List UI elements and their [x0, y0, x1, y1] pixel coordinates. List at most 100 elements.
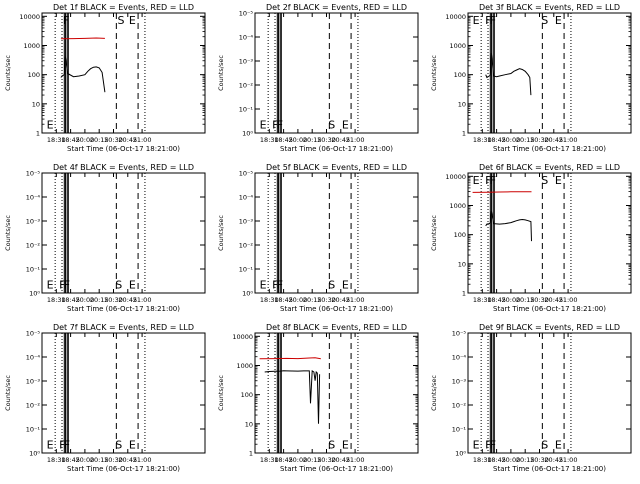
x-tick-label: 20:00: [76, 456, 95, 464]
y-axis-label: Counts/sec: [4, 215, 12, 251]
x-tick-label: 18:30: [473, 456, 492, 464]
event-marker-label: S: [328, 119, 335, 132]
series-line-lld: [259, 357, 321, 360]
x-tick-label: 18:45: [61, 456, 80, 464]
panel-title: Det 4f BLACK = Events, RED = LLD: [53, 163, 194, 172]
event-marker-label: E: [129, 279, 136, 292]
x-tick-label: 20:00: [502, 456, 521, 464]
x-tick-label: 18:30: [260, 456, 279, 464]
y-tick-label: 10⁻²: [239, 242, 254, 250]
x-tick-label: 18:45: [274, 296, 293, 304]
event-marker-label: F: [59, 279, 65, 292]
y-tick-label: 1000: [449, 202, 466, 210]
detector-panel-8: Det 8f BLACK = Events, RED = LLD Counts/s…: [217, 323, 419, 473]
y-tick-label: 10⁻⁵: [239, 170, 254, 178]
event-marker-label: S: [328, 279, 335, 292]
x-tick-label: 20:00: [502, 136, 521, 144]
x-tick-label: 20:00: [76, 136, 95, 144]
x-tick-label: 18:45: [61, 296, 80, 304]
event-marker-label: F: [485, 174, 491, 187]
event-marker-label: E: [47, 119, 54, 132]
y-tick-label: 10: [458, 100, 466, 108]
y-tick-label: 1: [462, 130, 466, 138]
series-line-lld: [60, 37, 105, 40]
x-tick-label: 18:30: [47, 456, 66, 464]
y-axis-label: Counts/sec: [217, 55, 225, 91]
plot-frame: [467, 332, 632, 454]
x-tick-label: 18:45: [487, 136, 506, 144]
x-tick-label: 21:00: [133, 296, 152, 304]
x-tick-label: 20:00: [502, 296, 521, 304]
plot-frame: [41, 172, 206, 294]
event-marker-label: E: [555, 174, 562, 187]
x-tick-label: 20:15: [516, 456, 535, 464]
event-marker-label: S: [541, 439, 548, 452]
x-axis-label: Start Time (06-Oct-17 18:21:00): [493, 465, 606, 473]
x-tick-label: 18:45: [487, 456, 506, 464]
y-tick-label: 10⁻²: [452, 402, 467, 410]
plot-frame: [467, 12, 632, 134]
x-tick-label: 20:15: [516, 296, 535, 304]
x-tick-label: 21:00: [559, 456, 578, 464]
y-tick-label: 10000: [445, 13, 466, 21]
event-marker-label: E: [47, 439, 54, 452]
event-marker-label: E: [555, 439, 562, 452]
x-axis-label: Start Time (06-Oct-17 18:21:00): [67, 465, 180, 473]
detector-panel-4: Det 4f BLACK = Events, RED = LLD Counts/s…: [4, 163, 206, 313]
y-tick-label: 10⁰: [242, 130, 253, 138]
event-marker-label: S: [115, 439, 122, 452]
y-tick-label: 10⁰: [29, 450, 40, 458]
x-tick-label: 18:30: [260, 136, 279, 144]
panel-title: Det 3f BLACK = Events, RED = LLD: [479, 3, 620, 12]
detector-panel-9: Det 9f BLACK = Events, RED = LLD Counts/s…: [430, 323, 632, 473]
x-tick-label: 20:45: [544, 456, 563, 464]
x-tick-label: 18:45: [274, 136, 293, 144]
x-tick-label: 20:45: [544, 136, 563, 144]
panel-title: Det 6f BLACK = Events, RED = LLD: [479, 163, 620, 172]
panel-title: Det 7f BLACK = Events, RED = LLD: [53, 323, 194, 332]
x-tick-label: 20:00: [289, 456, 308, 464]
x-axis-label: Start Time (06-Oct-17 18:21:00): [67, 305, 180, 313]
y-tick-label: 1: [249, 450, 253, 458]
event-marker-label: E: [129, 14, 136, 27]
event-marker-label: E: [342, 119, 349, 132]
x-tick-label: 20:15: [303, 136, 322, 144]
x-tick-label: 20:45: [331, 136, 350, 144]
y-axis-label: Counts/sec: [217, 375, 225, 411]
detector-panel-2: Det 2f BLACK = Events, RED = LLD Counts/s…: [217, 3, 419, 153]
x-tick-label: 18:30: [47, 296, 66, 304]
plot-frame: [254, 332, 419, 454]
y-tick-label: 10⁻¹: [452, 426, 467, 434]
y-tick-label: 10: [32, 100, 40, 108]
x-axis-label: Start Time (06-Oct-17 18:21:00): [280, 305, 393, 313]
event-marker-label: F: [64, 279, 70, 292]
x-tick-label: 18:30: [260, 296, 279, 304]
event-marker-label: F: [277, 119, 283, 132]
x-tick-label: 20:30: [104, 136, 123, 144]
y-tick-label: 10⁰: [242, 290, 253, 298]
event-marker-label: F: [63, 14, 69, 27]
panel-title: Det 1f BLACK = Events, RED = LLD: [53, 3, 194, 12]
event-marker-label: F: [485, 14, 491, 27]
x-tick-label: 20:45: [118, 136, 137, 144]
x-tick-label: 18:30: [473, 296, 492, 304]
y-tick-label: 10⁻¹: [239, 106, 254, 114]
y-axis-label: Counts/sec: [4, 55, 12, 91]
y-tick-label: 10⁻³: [26, 378, 41, 386]
detector-panel-1: Det 1f BLACK = Events, RED = LLD Counts/s…: [4, 3, 206, 153]
y-tick-label: 100: [454, 231, 466, 239]
y-tick-label: 10⁻²: [239, 82, 254, 90]
y-tick-label: 1: [462, 290, 466, 298]
y-tick-label: 100: [241, 391, 253, 399]
event-marker-label: E: [555, 14, 562, 27]
panel-title: Det 5f BLACK = Events, RED = LLD: [266, 163, 407, 172]
event-marker-label: E: [342, 279, 349, 292]
y-axis-label: Counts/sec: [430, 215, 438, 251]
x-tick-label: 20:15: [90, 136, 109, 144]
y-tick-label: 10⁻⁴: [452, 354, 467, 362]
x-axis-label: Start Time (06-Oct-17 18:21:00): [280, 145, 393, 153]
x-tick-label: 21:00: [133, 456, 152, 464]
y-tick-label: 10⁻⁵: [26, 170, 41, 178]
